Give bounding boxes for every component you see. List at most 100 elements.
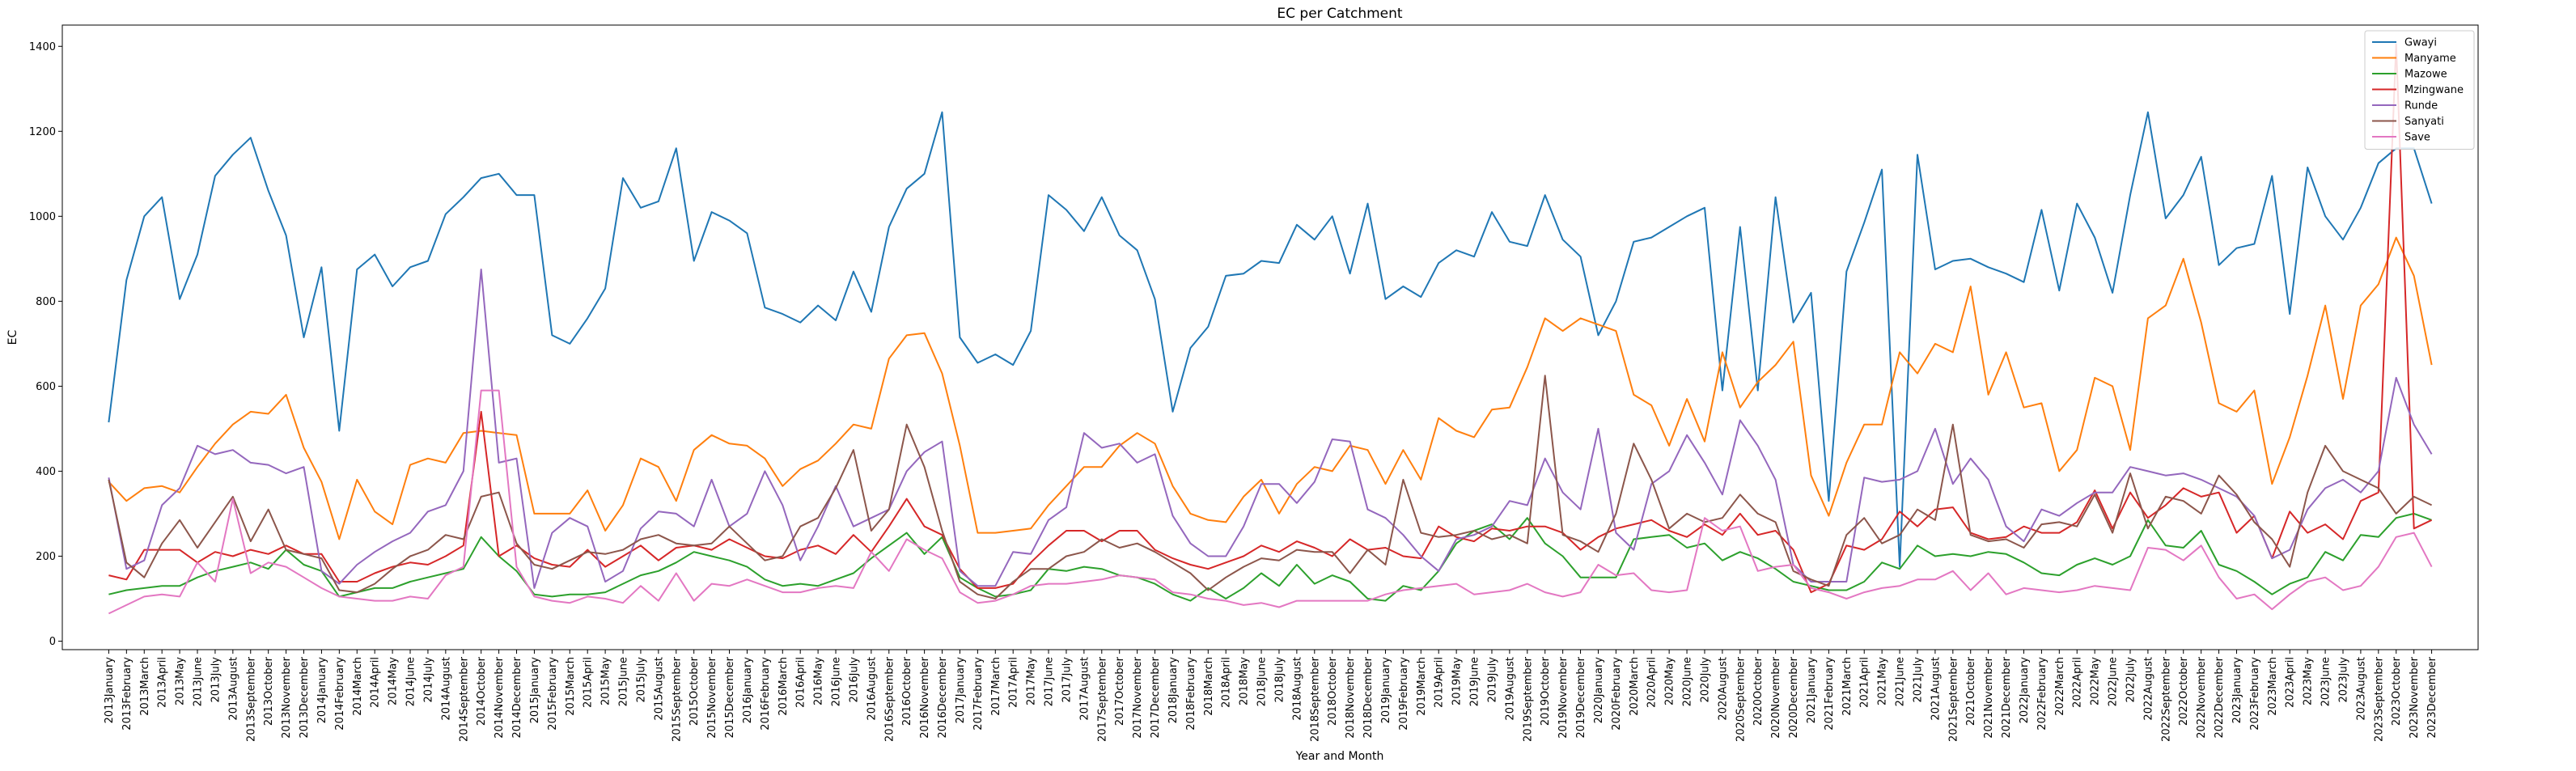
x-tick-label: 2022October — [2178, 656, 2190, 726]
x-tick-label: 2016September — [883, 656, 896, 742]
x-tick-label: 2023August — [2355, 657, 2367, 721]
x-tick-label: 2020April — [1646, 657, 1659, 708]
x-tick-label: 2020September — [1735, 656, 1747, 742]
x-tick-label: 2022January — [2019, 657, 2031, 724]
x-tick-label: 2015November — [706, 656, 718, 738]
x-tick-label: 2021April — [1859, 657, 1871, 708]
x-tick-label: 2017June — [1044, 657, 1056, 706]
x-tick-label: 2022March — [2054, 657, 2066, 716]
legend-label-mzingwane: Mzingwane — [2404, 84, 2464, 96]
legend-label-runde: Runde — [2404, 100, 2438, 112]
axis-ticks: 0 200 400 600 800 1000 1200 1400 2013January 2013… — [29, 41, 2438, 742]
x-tick-label: 2023December — [2426, 656, 2438, 738]
x-tick-label: 2020March — [1629, 657, 1641, 716]
x-tick-label: 2021August — [1930, 657, 1942, 721]
x-tick-label: 2018July — [1273, 657, 1286, 703]
x-tick-label: 2019October — [1540, 656, 1552, 726]
y-tick-label: 1400 — [29, 41, 56, 53]
series-line-mzingwane — [108, 43, 2433, 594]
series-lines — [108, 43, 2433, 615]
x-tick-label: 2018August — [1291, 657, 1303, 721]
legend-label-manyame: Manyame — [2404, 53, 2456, 65]
x-tick-label: 2022December — [2214, 656, 2226, 738]
y-tick-label: 800 — [36, 296, 56, 308]
x-tick-label: 2014May — [388, 657, 400, 705]
x-tick-label: 2021November — [1983, 656, 1995, 738]
x-tick-label: 2019February — [1398, 657, 1410, 731]
x-tick-label: 2020June — [1682, 657, 1694, 706]
x-tick-label: 2016June — [831, 657, 843, 706]
x-tick-label: 2020November — [1770, 656, 1782, 738]
x-tick-label: 2023September — [2373, 656, 2385, 742]
y-tick-label: 1000 — [29, 211, 56, 223]
x-tick-label: 2022February — [2036, 657, 2049, 731]
x-tick-label: 2021July — [1912, 657, 1924, 703]
x-tick-label: 2017October — [1114, 656, 1126, 726]
legend-label-save: Save — [2404, 132, 2430, 144]
x-tick-label: 2020January — [1593, 657, 1605, 724]
x-tick-label: 2017May — [1026, 657, 1038, 705]
x-axis-title: Year and Month — [1295, 750, 1384, 763]
x-tick-label: 2022April — [2072, 657, 2084, 708]
x-tick-label: 2014January — [316, 657, 328, 724]
x-tick-label: 2016December — [937, 656, 949, 738]
series-line-runde — [108, 269, 2433, 589]
x-tick-label: 2022July — [2125, 657, 2137, 703]
x-tick-label: 2015September — [671, 656, 683, 742]
x-tick-label: 2017November — [1132, 656, 1144, 738]
x-tick-label: 2020October — [1752, 656, 1765, 726]
x-tick-label: 2014March — [352, 657, 364, 716]
x-tick-label: 2019August — [1504, 657, 1516, 721]
x-tick-label: 2014November — [494, 656, 506, 738]
x-tick-label: 2018December — [1362, 656, 1375, 738]
x-tick-label: 2021February — [1824, 657, 1836, 731]
x-tick-label: 2019September — [1522, 656, 1534, 742]
x-tick-label: 2023June — [2320, 657, 2332, 706]
y-tick-label: 1200 — [29, 126, 56, 138]
legend-label-mazowe: Mazowe — [2404, 69, 2447, 81]
x-tick-label: 2015July — [635, 657, 647, 703]
x-tick-label: 2016February — [760, 657, 772, 731]
x-tick-label: 2020July — [1699, 657, 1711, 703]
plot-area-frame — [61, 24, 2479, 650]
x-tick-label: 2023January — [2231, 657, 2243, 724]
x-tick-label: 2017April — [1008, 657, 1020, 708]
x-tick-label: 2021March — [1841, 657, 1854, 716]
x-tick-label: 2021January — [1806, 657, 1818, 724]
x-tick-label: 2017January — [955, 657, 967, 724]
legend-label-gwayi: Gwayi — [2404, 37, 2437, 49]
y-tick-label: 0 — [49, 636, 56, 648]
x-tick-label: 2021September — [1947, 656, 1960, 742]
x-tick-label: 2022June — [2108, 657, 2120, 706]
x-tick-label: 2013October — [263, 656, 275, 726]
x-tick-label: 2015May — [600, 657, 612, 705]
x-tick-label: 2020August — [1717, 657, 1729, 721]
x-tick-label: 2023October — [2391, 656, 2403, 726]
x-tick-label: 2023February — [2249, 657, 2261, 731]
x-tick-label: 2017December — [1150, 656, 1162, 738]
x-tick-label: 2016November — [919, 656, 931, 738]
x-tick-label: 2021October — [1965, 656, 1977, 726]
x-tick-label: 2023November — [2409, 656, 2421, 738]
x-tick-label: 2016October — [901, 656, 913, 726]
x-tick-label: 2017February — [972, 657, 985, 731]
x-tick-label: 2013August — [227, 657, 239, 721]
x-tick-label: 2019January — [1380, 657, 1392, 724]
x-tick-label: 2020May — [1664, 657, 1676, 705]
x-tick-label: 2014April — [370, 657, 382, 708]
x-tick-label: 2014June — [405, 657, 417, 706]
x-tick-label: 2013January — [104, 657, 116, 724]
x-tick-label: 2021May — [1877, 657, 1889, 705]
x-tick-label: 2013May — [175, 657, 187, 705]
x-tick-label: 2019June — [1469, 657, 1481, 706]
x-tick-label: 2022November — [2196, 656, 2208, 738]
x-tick-label: 2023April — [2285, 657, 2297, 708]
x-tick-label: 2014July — [422, 657, 434, 703]
x-tick-label: 2015April — [583, 657, 595, 708]
x-tick-label: 2019April — [1434, 657, 1446, 708]
y-tick-label: 600 — [36, 381, 56, 393]
x-tick-label: 2015June — [618, 657, 630, 706]
